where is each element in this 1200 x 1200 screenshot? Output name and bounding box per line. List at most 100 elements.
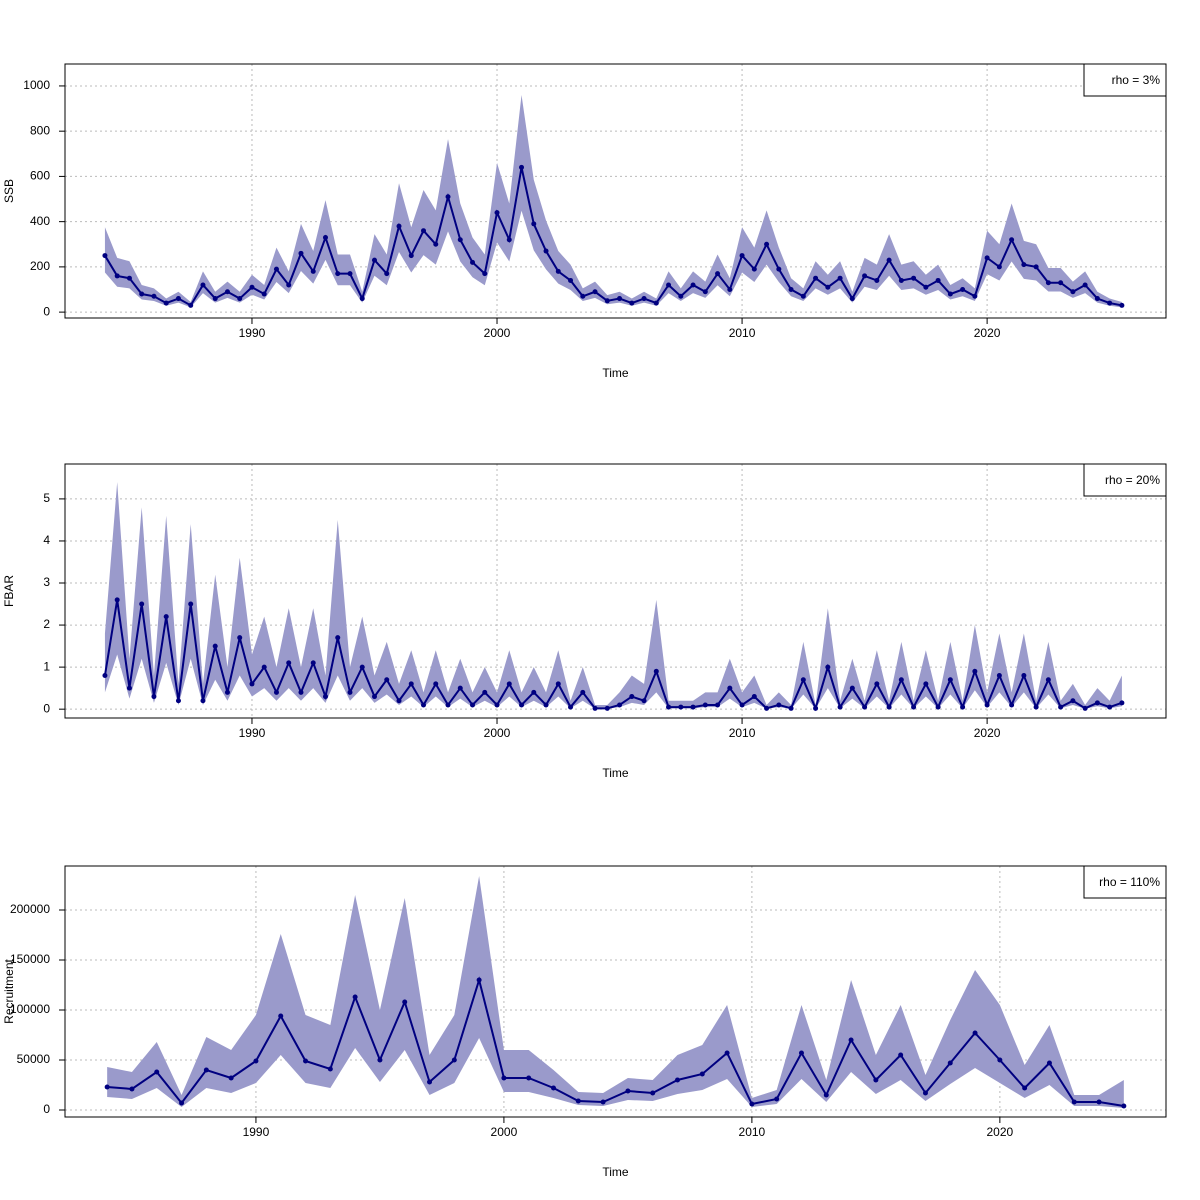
y-tick-label: 150000 [10, 952, 50, 966]
data-point [352, 994, 358, 1000]
data-point [163, 614, 169, 620]
data-point [727, 287, 733, 293]
y-tick-label: 1 [43, 659, 50, 673]
data-point [371, 257, 377, 263]
data-point [886, 704, 892, 710]
data-point [774, 1096, 780, 1102]
data-point [874, 277, 880, 283]
data-point [629, 300, 635, 306]
data-point [114, 273, 120, 279]
data-point [555, 268, 561, 274]
data-point [798, 1050, 804, 1056]
data-point [1094, 700, 1100, 706]
data-point [228, 1075, 234, 1081]
data-point [650, 1090, 656, 1096]
data-point [212, 296, 218, 302]
data-point [1045, 280, 1051, 286]
x-tick-label: 2010 [729, 326, 756, 340]
data-point [666, 704, 672, 710]
x-tick-label: 2000 [484, 326, 511, 340]
data-point [739, 702, 745, 708]
data-point [625, 1088, 631, 1094]
data-point [568, 277, 574, 283]
data-point [764, 705, 770, 711]
data-point [163, 300, 169, 306]
y-tick-label: 5 [43, 491, 50, 505]
data-point [335, 271, 341, 277]
data-point [526, 1075, 532, 1081]
x-tick-label: 2020 [974, 326, 1001, 340]
data-point [433, 681, 439, 687]
data-point [261, 664, 267, 670]
data-point [303, 1058, 309, 1064]
data-point [1046, 1060, 1052, 1066]
data-point [617, 702, 623, 708]
data-point [457, 237, 463, 243]
data-point [102, 253, 108, 259]
data-point [224, 689, 230, 695]
data-point [1107, 300, 1113, 306]
data-point [580, 689, 586, 695]
data-point [788, 705, 794, 711]
x-axis-label: Time [602, 1165, 629, 1179]
data-point [702, 289, 708, 295]
data-point [996, 673, 1002, 679]
data-point [506, 237, 512, 243]
data-point [575, 1098, 581, 1104]
data-point [678, 704, 684, 710]
data-point [898, 677, 904, 683]
data-point [519, 702, 525, 708]
confidence-band [107, 876, 1124, 1108]
data-point [837, 704, 843, 710]
data-point [749, 1101, 755, 1107]
y-tick-label: 100000 [10, 1002, 50, 1016]
data-point [898, 277, 904, 283]
data-point [543, 702, 549, 708]
data-point [629, 694, 635, 700]
annotation-box [1083, 463, 1167, 497]
y-tick-label: 200 [30, 259, 50, 273]
data-point [322, 694, 328, 700]
data-point [702, 702, 708, 708]
data-point [237, 635, 243, 641]
data-point [690, 282, 696, 288]
plot-frame [64, 865, 1167, 1118]
data-point [200, 282, 206, 288]
data-point [604, 298, 610, 304]
data-point [482, 689, 488, 695]
data-point [1022, 1085, 1028, 1091]
data-point [825, 664, 831, 670]
data-point [1058, 704, 1064, 710]
data-point [139, 291, 145, 297]
data-point [641, 296, 647, 302]
data-point [421, 702, 427, 708]
data-point [922, 1090, 928, 1096]
data-point [823, 1092, 829, 1098]
data-point [139, 601, 145, 607]
data-point [947, 291, 953, 297]
data-point [555, 681, 561, 687]
data-point [568, 704, 574, 710]
data-point [451, 1057, 457, 1063]
y-tick-label: 600 [30, 169, 50, 183]
annotation: rho = 3% [1112, 73, 1161, 87]
series-line [103, 599, 1123, 712]
data-point [886, 257, 892, 263]
data-point [203, 1067, 209, 1073]
data-point [347, 689, 353, 695]
data-point [1009, 237, 1015, 243]
x-axis-label: Time [602, 366, 629, 380]
data-point [249, 681, 255, 687]
x-tick-label: 1990 [243, 1125, 270, 1139]
y-tick-label: 0 [43, 701, 50, 715]
data-point [898, 1052, 904, 1058]
data-point [751, 694, 757, 700]
y-axis-label: Recruitment [2, 958, 16, 1023]
y-tick-label: 4 [43, 533, 50, 547]
data-point [175, 698, 181, 704]
data-point [396, 698, 402, 704]
annotation-box [1083, 63, 1167, 97]
data-point [298, 689, 304, 695]
x-tick-label: 2010 [729, 726, 756, 740]
data-point [470, 259, 476, 265]
